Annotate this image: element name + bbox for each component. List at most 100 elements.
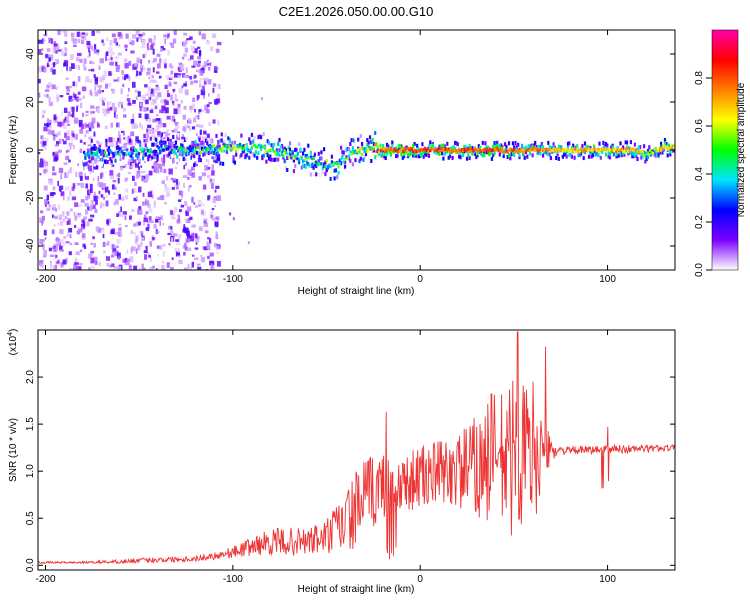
spectrogram-noise-cell [45, 30, 48, 36]
spectrogram-ridge-cell [625, 140, 629, 145]
spectrogram-noise-cell [128, 159, 132, 162]
spectrogram-noise-cell [183, 106, 187, 110]
spectrogram-noise-cell [107, 58, 112, 61]
spectrogram-noise-cell [117, 122, 120, 127]
spectrogram-ridge-cell [586, 145, 589, 149]
spectrogram-ridge-cell [286, 156, 289, 160]
spectrogram-noise-cell [90, 159, 93, 164]
spectrogram-noise-cell [145, 99, 149, 105]
spectrogram-noise-cell [131, 246, 136, 252]
spectrogram-ridge-cell [245, 147, 248, 151]
spectrogram-noise-cell [166, 176, 169, 181]
spectrogram-noise-cell [90, 199, 94, 206]
spectrogram-ridge-cell [578, 149, 581, 153]
spectrogram-noise-cell [159, 57, 162, 64]
spectrogram-noise-cell [164, 62, 167, 69]
spectrogram-ridge-cell [408, 152, 411, 157]
spectrogram-ridge-cell [173, 144, 176, 148]
spectrogram-noise-cell [183, 42, 186, 47]
spectrogram-noise-cell [99, 86, 101, 90]
spectrogram-ridge-cell [114, 146, 117, 151]
spectrogram-noise-cell [94, 84, 99, 88]
spectrogram-noise-cell [177, 74, 181, 78]
spectrogram-ridge-cell [662, 145, 665, 150]
spectrogram-noise-cell [182, 127, 186, 132]
spectrogram-noise-cell [138, 71, 142, 76]
spectrogram-noise-cell [171, 100, 175, 104]
spectrogram-ridge-cell [131, 156, 134, 161]
spectrogram-noise-cell [55, 50, 58, 54]
spectrogram-noise-cell [82, 95, 85, 99]
spectrogram-ridge-cell [106, 160, 109, 164]
spectrogram-noise-cell [215, 231, 218, 235]
spectrogram-ridge-cell [296, 151, 299, 156]
spectrogram-ridge-cell [88, 151, 91, 155]
spectrogram-ridge-cell [557, 156, 560, 161]
spectrogram-ridge-cell [577, 150, 580, 154]
spectrogram-noise-cell [85, 195, 89, 201]
spectrogram-ridge-cell [84, 162, 87, 167]
spectrogram-ridge-cell [228, 146, 231, 150]
spectrogram-noise-cell [189, 237, 194, 242]
spectrogram-ridge-cell [198, 137, 201, 142]
spectrogram-noise-cell [191, 233, 194, 238]
spectrogram-noise-cell [208, 93, 210, 97]
spectrogram-ridge-cell [225, 144, 229, 148]
spectrogram-ridge-cell [111, 152, 114, 156]
spectrogram-noise-cell [168, 81, 172, 86]
spectrogram-noise-cell [84, 246, 87, 250]
spectrogram-ridge-cell [586, 149, 589, 153]
spectrogram-noise-cell [90, 156, 94, 161]
spectrogram-ridge-cell [498, 143, 501, 148]
spectrogram-ridge-cell [165, 147, 168, 151]
spectrogram-noise-cell [184, 227, 189, 234]
spectrogram-ridge-cell [441, 151, 444, 156]
spectrogram-noise-cell [206, 133, 210, 139]
spectrogram-noise-cell [123, 131, 125, 136]
spectrogram-ridge-cell [121, 150, 124, 154]
spectrogram-ridge-cell [442, 156, 445, 161]
spectrogram-noise-cell [145, 211, 149, 215]
spectrogram-noise-cell [55, 208, 58, 212]
spectrogram-noise-cell [143, 250, 148, 254]
spectrogram-ridge-cell [484, 141, 487, 146]
spectrogram-ridge-cell [243, 144, 246, 149]
spectrogram-noise-cell [138, 34, 143, 37]
spectrogram-noise-cell [103, 250, 106, 254]
spectrogram-ridge-cell [447, 147, 450, 151]
spectrogram-noise-cell [103, 70, 107, 75]
spectrogram-ridge-cell [172, 150, 175, 154]
spectrogram-ridge-cell [616, 153, 619, 158]
spectrogram-noise-cell [138, 113, 142, 118]
spectrogram-ridge-cell [399, 143, 402, 148]
spectrogram-noise-cell [127, 160, 133, 163]
spectrogram-ridge-cell [294, 147, 297, 152]
spectrogram-ridge-cell [448, 154, 452, 159]
spectrogram-ridge-cell [523, 149, 526, 153]
spectrogram-noise-cell [50, 265, 53, 270]
spectrogram-noise-cell [73, 145, 75, 150]
spectrogram-ridge-cell [320, 150, 323, 155]
spectrogram-ridge-cell [300, 157, 303, 161]
spectrogram-noise-cell [133, 188, 137, 193]
spectrogram-noise-cell [70, 99, 74, 102]
spectrogram-noise-cell [102, 187, 107, 190]
spectrogram-ridge-cell [342, 150, 345, 155]
spectrogram-noise-cell [198, 69, 201, 73]
spectrogram-ridge-cell [350, 138, 353, 143]
spectrogram-ridge-cell [295, 154, 298, 158]
spectrogram-noise-cell [63, 162, 68, 165]
spectrogram-ridge-cell [641, 150, 644, 154]
spectrogram-noise-cell [178, 88, 183, 94]
spectrogram-ridge-cell [330, 160, 333, 164]
spectrogram-ridge-cell [105, 138, 108, 143]
spectrogram-ridge-cell [623, 152, 626, 157]
spectrogram-ridge-cell [124, 153, 128, 157]
spectrogram-ridge-cell [142, 156, 145, 161]
spectrogram-noise-cell [204, 77, 209, 81]
spectrogram-noise-cell [109, 106, 113, 111]
spectrogram-noise-cell [172, 102, 175, 106]
spectrogram-ridge-cell [660, 144, 663, 149]
spectrogram-ridge-cell [273, 142, 276, 147]
spectrogram-noise-cell [157, 63, 161, 69]
